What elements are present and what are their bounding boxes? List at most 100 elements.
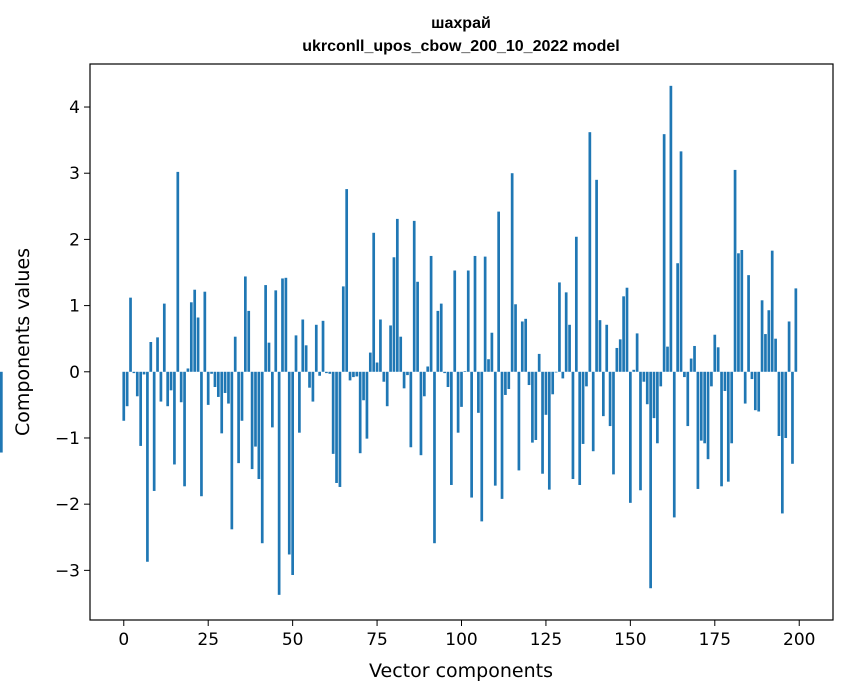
bar [392, 257, 396, 372]
bar [612, 371, 615, 475]
bar [730, 371, 734, 444]
bar [132, 371, 136, 374]
y-axis-label: Components values [12, 248, 34, 436]
chart-title-line2: ukrconll_upos_cbow_200_10_2022 model [302, 38, 619, 55]
bar [419, 371, 423, 456]
bar [0, 371, 3, 453]
bar [757, 371, 761, 412]
bar [304, 345, 308, 372]
bar [473, 255, 477, 372]
bar [362, 371, 365, 401]
bar [676, 263, 679, 372]
bar [213, 371, 217, 388]
bar [146, 371, 149, 562]
bar [720, 371, 723, 487]
bar [537, 353, 541, 372]
y-tick-label: 1 [69, 297, 80, 317]
bar [531, 371, 534, 443]
bar [656, 371, 659, 444]
bar [412, 220, 416, 372]
bar [605, 324, 609, 372]
bar [395, 218, 399, 372]
bar [260, 371, 264, 544]
bar [780, 371, 784, 514]
bar [379, 319, 382, 372]
bar [534, 371, 538, 440]
bar [193, 289, 197, 372]
bar [588, 132, 592, 372]
bar [159, 371, 163, 402]
bar [352, 371, 355, 378]
bar [669, 85, 673, 372]
bar [216, 371, 220, 397]
bar [129, 297, 132, 372]
bar [166, 371, 170, 407]
bar [291, 371, 294, 575]
bar [152, 371, 156, 491]
bar [365, 371, 369, 439]
bar [470, 371, 473, 498]
bar [689, 358, 693, 372]
bar [750, 371, 754, 380]
bar [591, 371, 595, 452]
y-tick-label: −3 [55, 561, 80, 581]
bar [777, 371, 781, 436]
bar [710, 371, 713, 387]
bar [345, 189, 349, 372]
bar [149, 342, 153, 372]
bar [666, 346, 669, 372]
bar [527, 371, 531, 386]
bar [439, 303, 443, 372]
bar [314, 324, 318, 372]
bar [244, 276, 247, 372]
bar [737, 253, 740, 372]
bar [784, 371, 788, 438]
bar [189, 302, 193, 372]
bar [493, 371, 497, 486]
bar [477, 371, 480, 413]
bar [652, 371, 656, 419]
bar [139, 371, 143, 446]
bar [764, 334, 767, 372]
bar [639, 371, 642, 491]
bar [186, 368, 190, 372]
bar [598, 320, 602, 372]
x-tick-label: 75 [366, 630, 388, 650]
x-tick-label: 100 [445, 630, 477, 650]
bar [176, 171, 180, 372]
bar [544, 371, 548, 415]
bar [375, 362, 379, 372]
x-ticks: 0 25 50 75 100 125 150 175 200 [118, 620, 815, 650]
y-tick-label: −2 [55, 495, 80, 515]
bar [504, 371, 507, 395]
bar [794, 288, 798, 372]
bar [558, 282, 561, 372]
bar [510, 173, 514, 372]
bar [196, 317, 200, 372]
bar [277, 371, 281, 595]
bar [223, 371, 227, 393]
bar [220, 371, 224, 434]
bar [382, 371, 386, 382]
bar [507, 371, 511, 389]
bar [547, 371, 551, 490]
bar [237, 371, 240, 464]
bar [564, 292, 568, 372]
bar [443, 371, 446, 374]
bar [301, 319, 305, 372]
bar [368, 352, 372, 372]
bar [341, 286, 345, 372]
bar [183, 371, 186, 487]
bar [791, 371, 794, 464]
y-tick-label: 3 [69, 164, 80, 184]
bar [122, 371, 126, 421]
bar [608, 371, 612, 427]
bar [615, 347, 619, 372]
bar [460, 371, 463, 407]
bar [595, 179, 598, 372]
x-tick-label: 50 [282, 630, 304, 650]
bar [271, 371, 274, 428]
bar [399, 336, 403, 372]
bar [517, 371, 521, 471]
bar [743, 371, 747, 404]
